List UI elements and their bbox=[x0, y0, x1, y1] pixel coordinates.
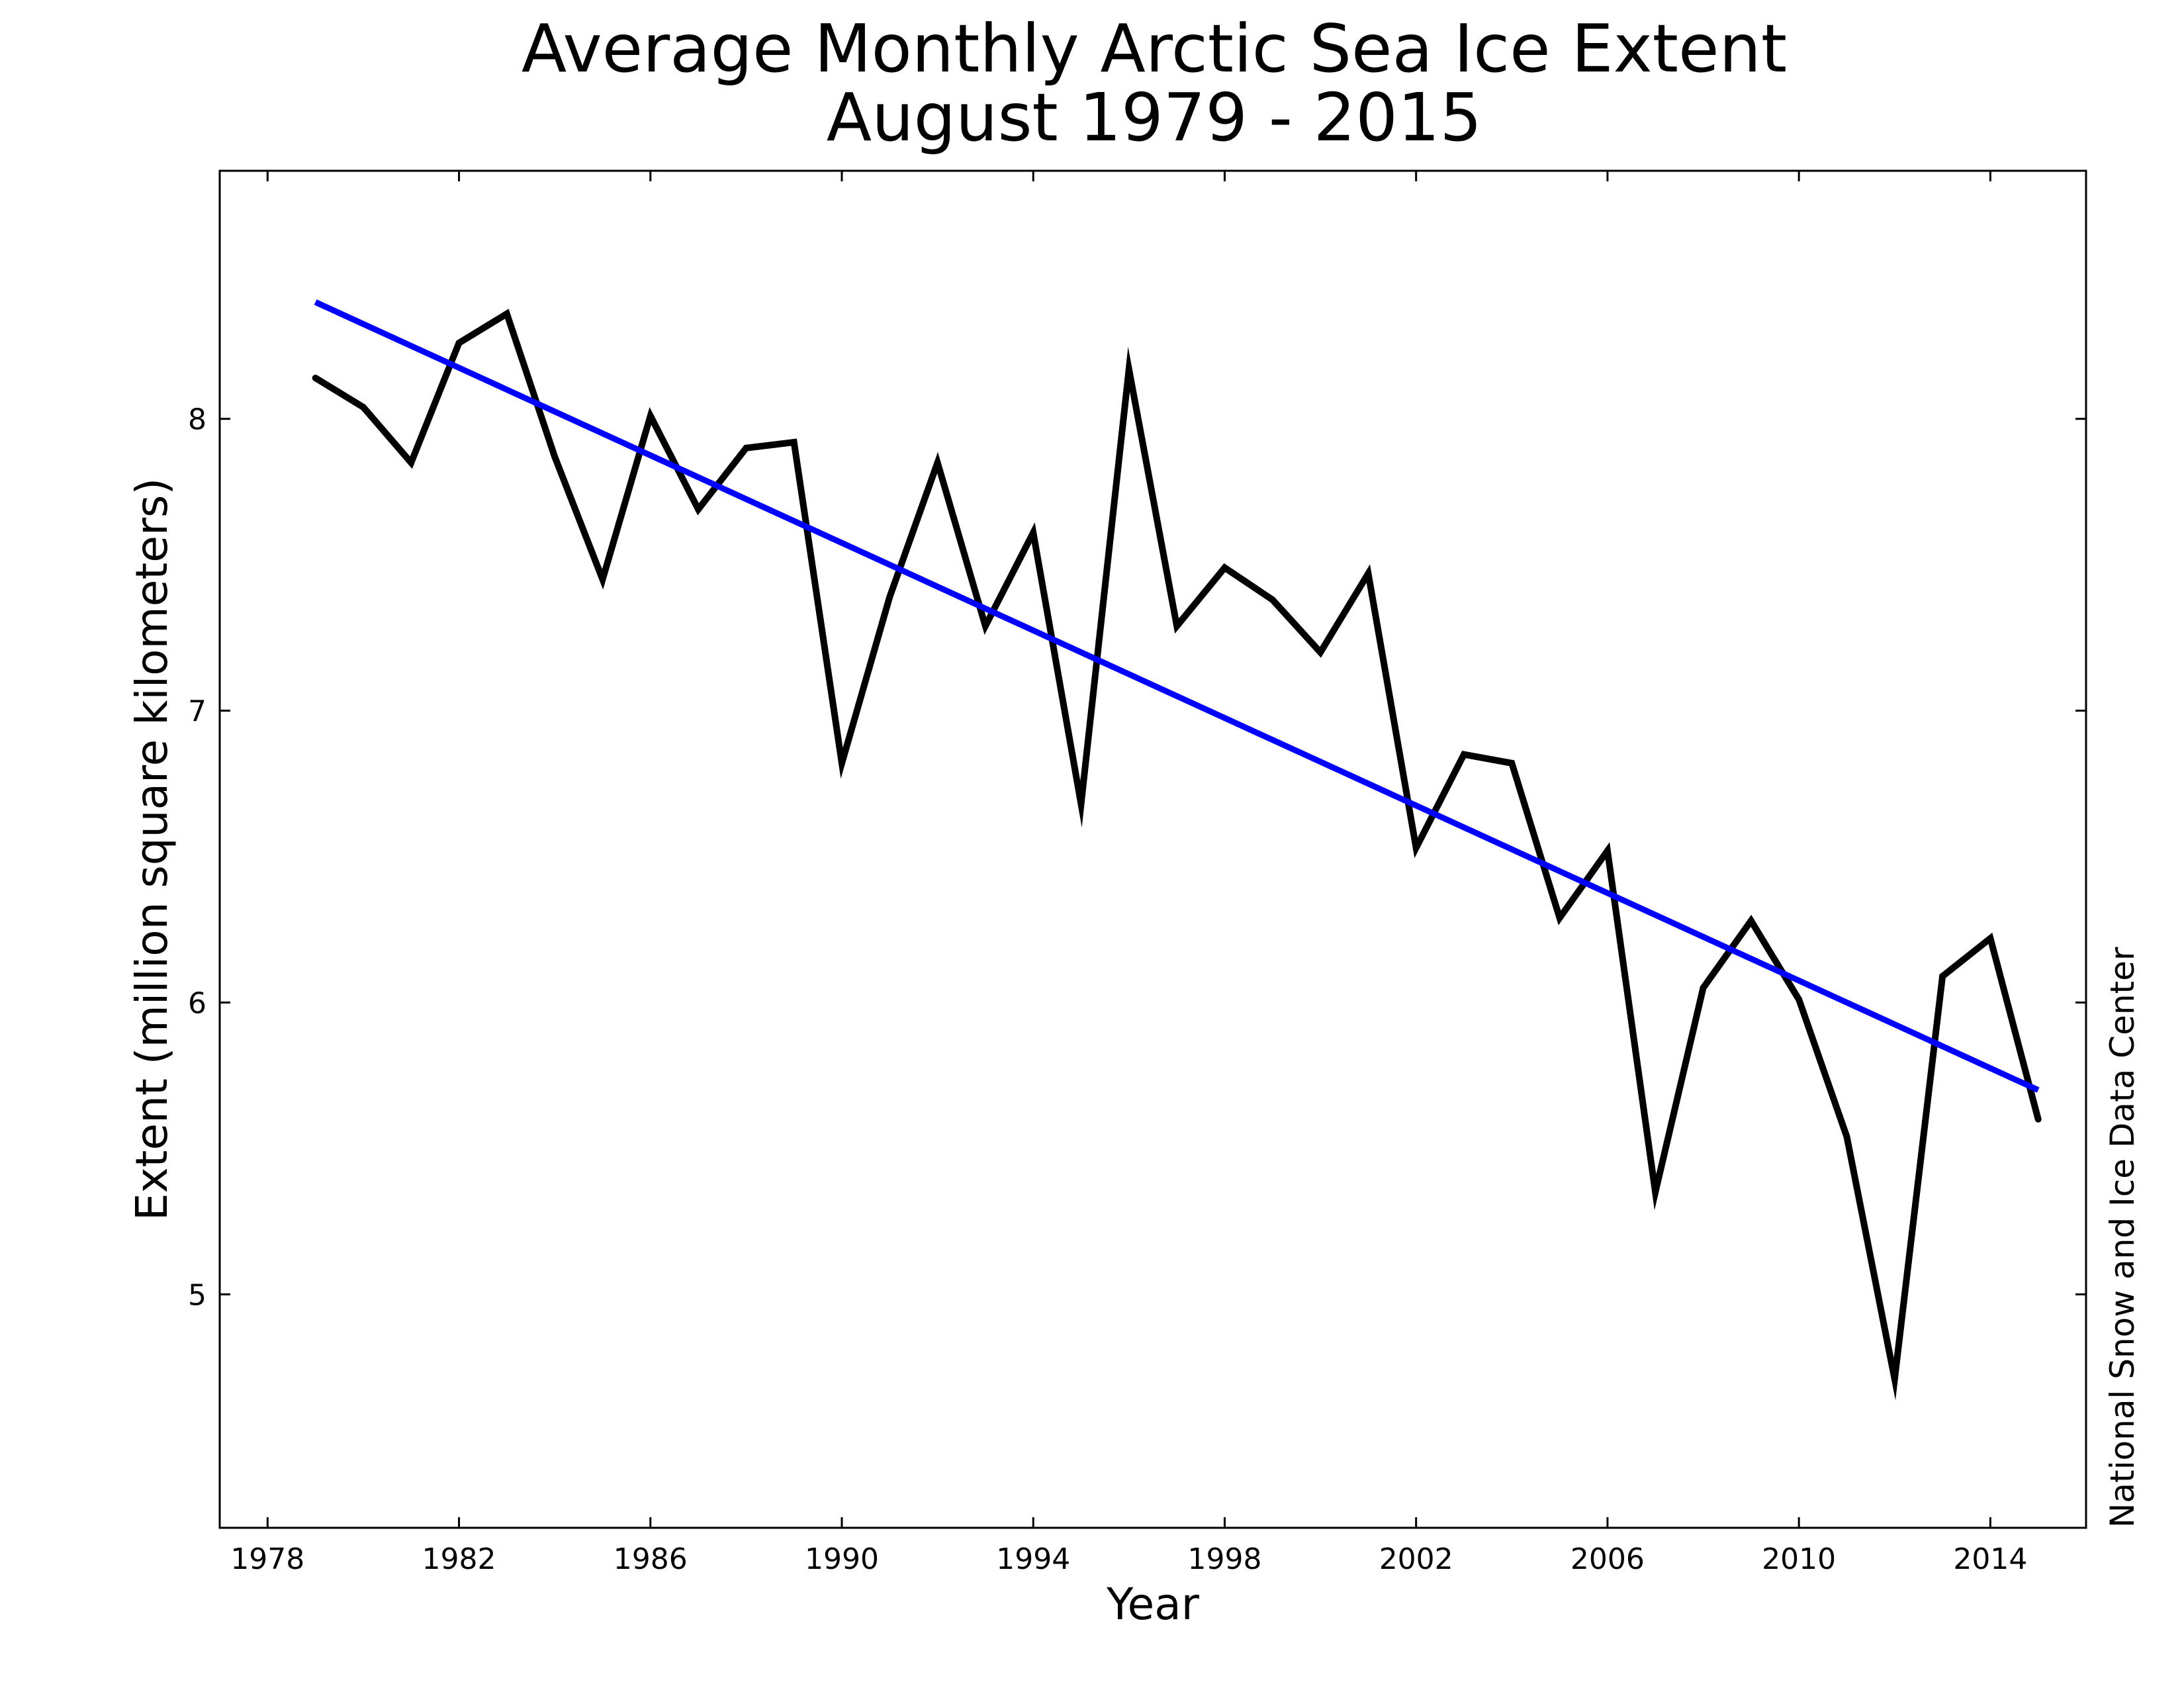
series-line-trend bbox=[314, 299, 2040, 1093]
data-point bbox=[1317, 649, 1324, 656]
y-axis-ticks: 5 6 7 8 bbox=[188, 403, 2086, 1312]
data-point bbox=[359, 404, 367, 411]
data-point bbox=[503, 310, 510, 317]
x-tick-label: 2014 bbox=[1953, 1542, 2027, 1576]
data-point bbox=[1077, 800, 1085, 808]
data-point bbox=[1173, 622, 1181, 630]
data-point bbox=[408, 459, 415, 466]
x-tick-label: 1990 bbox=[805, 1542, 879, 1576]
data-point bbox=[1412, 844, 1420, 851]
data-point bbox=[551, 453, 559, 460]
series-layer bbox=[312, 299, 2042, 1401]
y-tick-label: 5 bbox=[188, 1278, 206, 1312]
data-point bbox=[1365, 570, 1372, 577]
y-axis-label: Extent (million square kilometers) bbox=[126, 478, 177, 1221]
data-point bbox=[647, 412, 654, 420]
data-point bbox=[1030, 529, 1037, 536]
data-point bbox=[2034, 1115, 2042, 1123]
x-tick-label: 1994 bbox=[996, 1542, 1070, 1576]
data-point bbox=[1987, 935, 1994, 942]
x-axis-label: Year bbox=[1106, 1579, 1200, 1630]
data-point bbox=[1604, 847, 1611, 855]
plot-frame bbox=[218, 169, 2087, 1529]
data-point bbox=[599, 576, 606, 583]
data-point bbox=[981, 622, 989, 630]
x-tick-label: 1986 bbox=[614, 1542, 688, 1576]
data-point bbox=[312, 375, 319, 381]
x-tick-label: 1998 bbox=[1187, 1542, 1261, 1576]
x-tick-label: 1982 bbox=[422, 1542, 496, 1576]
credit-label: National Snow and Ice Data Center bbox=[2103, 947, 2142, 1528]
data-point bbox=[1461, 751, 1467, 758]
x-axis-ticks: 1978 1982 1986 1990 1994 1998 2002 2006 2010 2014 bbox=[230, 171, 2027, 1576]
data-point bbox=[934, 459, 941, 466]
data-point bbox=[1556, 914, 1563, 921]
data-point bbox=[886, 593, 893, 600]
data-point bbox=[1508, 759, 1516, 767]
x-tick-label: 1978 bbox=[230, 1542, 304, 1576]
data-point bbox=[839, 759, 845, 767]
data-point bbox=[1747, 917, 1754, 924]
y-tick-label: 8 bbox=[188, 403, 206, 437]
data-point bbox=[1796, 996, 1803, 1003]
x-tick-label: 2006 bbox=[1570, 1542, 1645, 1576]
chart-title: Average Monthly Arctic Sea Ice Extent bbox=[522, 10, 1787, 87]
data-point bbox=[695, 506, 702, 513]
y-tick-label: 7 bbox=[188, 695, 206, 729]
x-tick-label: 2010 bbox=[1762, 1542, 1836, 1576]
y-tick-label: 6 bbox=[188, 986, 206, 1020]
data-point bbox=[1843, 1133, 1850, 1141]
data-point bbox=[743, 444, 750, 451]
data-point bbox=[790, 439, 797, 445]
data-point bbox=[1269, 596, 1276, 604]
data-point bbox=[1652, 1189, 1659, 1196]
x-tick-label: 2002 bbox=[1379, 1542, 1453, 1576]
chart-subtitle: August 1979 - 2015 bbox=[827, 79, 1482, 156]
data-point bbox=[1891, 1376, 1898, 1383]
data-point bbox=[1939, 972, 1946, 980]
data-point bbox=[1221, 564, 1228, 571]
data-point bbox=[1125, 365, 1132, 373]
data-point bbox=[455, 340, 463, 347]
data-point bbox=[1700, 984, 1707, 992]
